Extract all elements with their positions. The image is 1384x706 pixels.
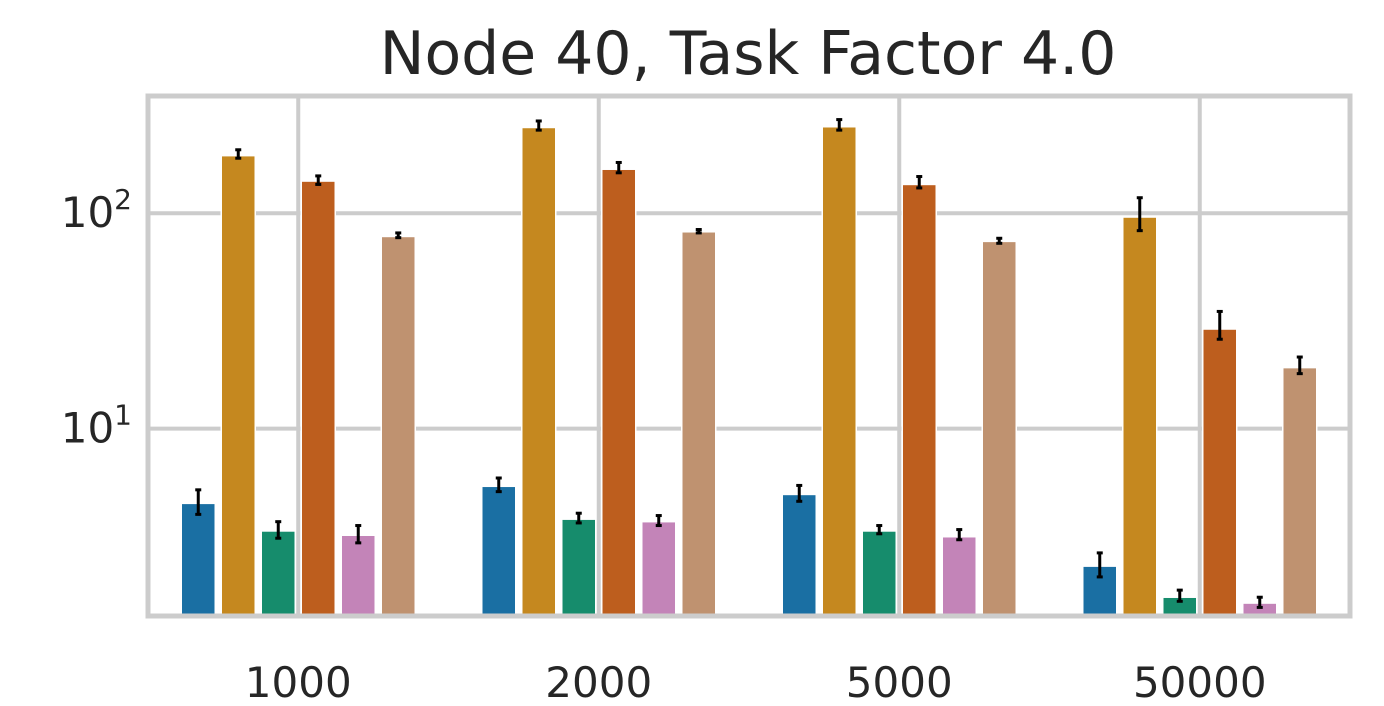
error-bar <box>395 231 402 240</box>
error-bar <box>535 119 542 132</box>
bar <box>641 520 677 617</box>
bar <box>220 154 256 617</box>
bar <box>981 240 1017 617</box>
bar <box>681 231 717 617</box>
error-bar <box>355 524 362 545</box>
error-bar <box>876 524 883 536</box>
y-axis-ticks: 101 102 <box>61 183 132 452</box>
error-bar <box>1296 355 1303 376</box>
error-bar <box>695 228 702 235</box>
bar <box>260 530 296 617</box>
error-bar <box>575 511 582 525</box>
error-bar <box>275 520 282 540</box>
error-bar <box>615 160 622 175</box>
x-tick-label: 50000 <box>1133 658 1267 706</box>
error-bar <box>495 476 502 494</box>
bar <box>821 125 857 617</box>
bar <box>941 535 977 617</box>
error-bar <box>1176 588 1183 603</box>
x-tick-label: 1000 <box>245 658 352 706</box>
error-bar <box>796 483 803 503</box>
bar <box>561 518 597 617</box>
bar <box>901 183 937 617</box>
bar <box>1282 366 1318 617</box>
bar <box>380 235 416 617</box>
bar <box>180 502 216 617</box>
chart-title: Node 40, Task Factor 4.0 <box>380 19 1117 89</box>
y-tick-label: 102 <box>61 183 132 237</box>
x-tick-label: 5000 <box>846 658 953 706</box>
error-bar <box>315 174 322 186</box>
bars <box>180 125 1318 617</box>
bar <box>601 168 637 617</box>
error-bar <box>916 175 923 190</box>
y-tick-label: 101 <box>61 399 132 453</box>
error-bar <box>235 148 242 160</box>
plot-frame <box>145 93 1353 619</box>
error-bar <box>956 528 963 542</box>
bar <box>861 530 897 617</box>
error-bar <box>836 118 843 132</box>
error-bar <box>1136 196 1143 233</box>
x-tick-label: 2000 <box>545 658 652 706</box>
bar <box>521 126 557 617</box>
bar <box>781 493 817 617</box>
error-bar <box>1216 309 1223 341</box>
bar <box>1122 216 1158 617</box>
bar <box>481 485 517 617</box>
error-bars <box>195 118 1303 609</box>
error-bar <box>655 514 662 528</box>
x-axis-ticks: 1000 2000 5000 50000 <box>245 658 1267 706</box>
error-bar <box>1096 551 1103 579</box>
bar <box>1202 328 1238 617</box>
bar <box>340 534 376 617</box>
bar <box>300 180 336 617</box>
error-bar <box>1256 595 1263 609</box>
error-bar <box>996 236 1003 245</box>
error-bar <box>195 488 202 516</box>
